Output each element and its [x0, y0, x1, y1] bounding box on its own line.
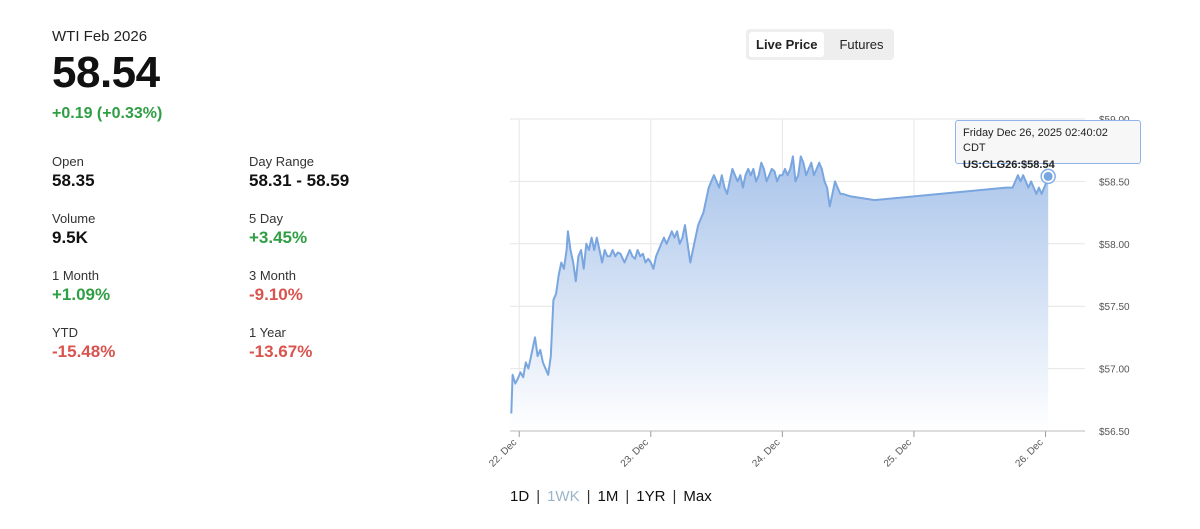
stat-label: 1 Month [52, 268, 99, 283]
price-change: +0.19 (+0.33%) [52, 105, 163, 122]
stat-ytd: YTD -15.48% [52, 325, 242, 362]
stat-value: +1.09% [52, 285, 111, 304]
stat-value: 58.35 [52, 171, 95, 190]
y-tick-label: $58.50 [1099, 177, 1130, 188]
stat-label: Open [52, 154, 84, 169]
chart-tooltip: Friday Dec 26, 2025 02:40:02 CDT US:CLG2… [955, 120, 1141, 171]
stat-label: YTD [52, 325, 78, 340]
stat-1-month: 1 Month +1.09% [52, 268, 242, 305]
stat-label: 5 Day [249, 211, 283, 226]
range-separator: | [536, 488, 541, 505]
y-tick-label: $56.50 [1099, 427, 1130, 438]
stat-value: +3.45% [249, 228, 308, 247]
range-separator: | [625, 488, 630, 505]
live-price-tab[interactable]: Live Price [749, 32, 825, 57]
y-tick-label: $57.50 [1099, 302, 1130, 313]
range-1m[interactable]: 1M [597, 488, 619, 505]
stat-1-year: 1 Year -13.67% [249, 325, 439, 362]
stat-label: 3 Month [249, 268, 296, 283]
stat-value: 58.31 - 58.59 [249, 171, 350, 190]
x-tick-label: 22. Dec [487, 437, 519, 469]
last-point-marker [1043, 171, 1053, 181]
instrument-name: WTI Feb 2026 [52, 28, 148, 45]
range-separator: | [586, 488, 591, 505]
x-tick-label: 26. Dec [1013, 437, 1045, 469]
range-separator: | [672, 488, 677, 505]
stat-value: -13.67% [249, 342, 313, 361]
x-tick-label: 24. Dec [750, 437, 782, 469]
range-1d[interactable]: 1D [510, 488, 530, 505]
price-source-toggle: Live Price Futures [746, 29, 894, 60]
stat-value: 9.5K [52, 228, 88, 247]
stat-3-month: 3 Month -9.10% [249, 268, 439, 305]
last-price: 58.54 [52, 48, 160, 97]
futures-tab[interactable]: Futures [839, 37, 884, 52]
range-1yr[interactable]: 1YR [636, 488, 666, 505]
range-selector: 1D | 1WK | 1M | 1YR | Max [510, 488, 712, 505]
range-1wk[interactable]: 1WK [547, 488, 580, 505]
stat-open: Open 58.35 [52, 154, 242, 191]
price-line [510, 155, 1050, 414]
stat-value: -15.48% [52, 342, 116, 361]
stat-day-range: Day Range 58.31 - 58.59 [249, 154, 439, 191]
y-tick-label: $57.00 [1099, 365, 1130, 376]
x-tick-label: 23. Dec [619, 437, 651, 469]
stat-value: -9.10% [249, 285, 303, 304]
stat-label: 1 Year [249, 325, 286, 340]
y-tick-label: $58.00 [1099, 240, 1130, 251]
price-area [511, 156, 1049, 431]
stat-5-day: 5 Day +3.45% [249, 211, 439, 248]
tooltip-price: US:CLG26:$58.54 [963, 159, 1055, 171]
stat-label: Day Range [249, 154, 315, 169]
x-tick-label: 25. Dec [882, 437, 914, 469]
range-max[interactable]: Max [683, 488, 712, 505]
tooltip-timestamp: Friday Dec 26, 2025 02:40:02 CDT [963, 127, 1108, 154]
quote-header: WTI Feb 2026 58.54 +0.19 (+0.33%) [52, 28, 472, 123]
stat-volume: Volume 9.5K [52, 211, 242, 248]
stat-label: Volume [52, 211, 96, 226]
